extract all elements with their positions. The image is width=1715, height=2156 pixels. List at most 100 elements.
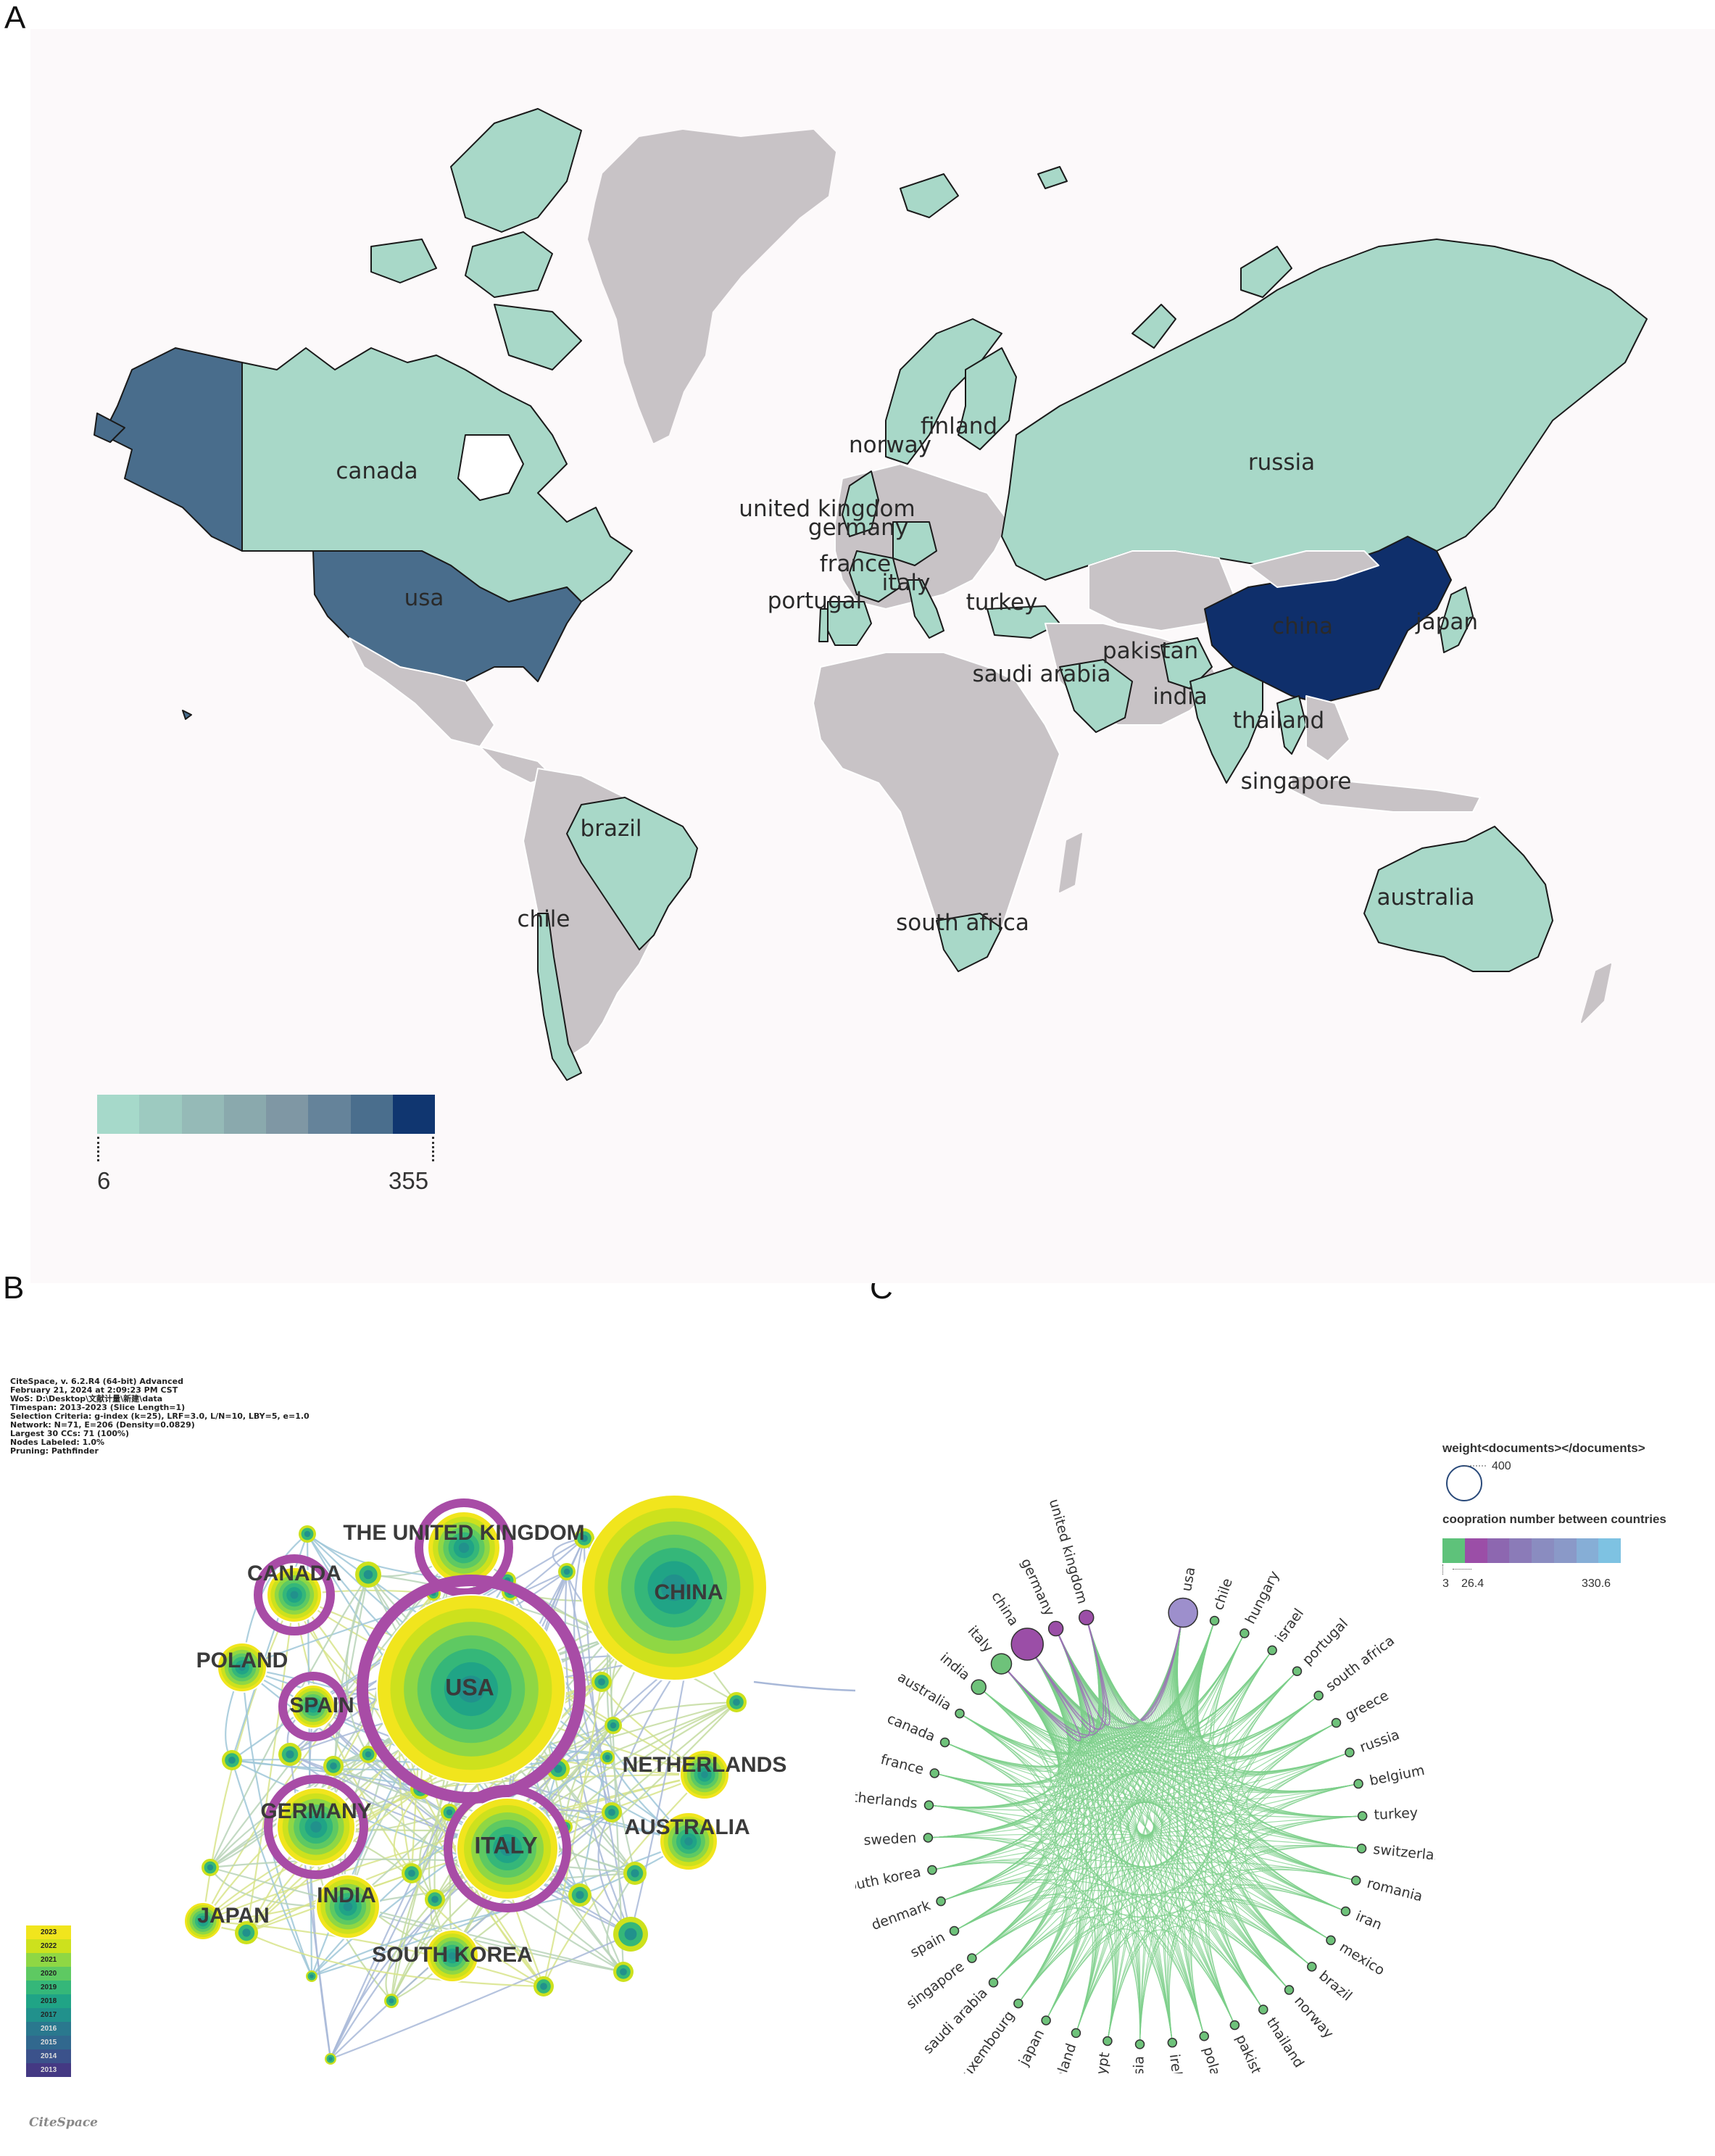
hudson-bay [457,434,524,501]
chord-edge [1188,1910,1313,2036]
map-label-canada: canada [336,458,418,484]
chord-label: belgium [1368,1762,1426,1789]
chord-label: usa [1179,1566,1198,1593]
country-chile [537,913,582,1081]
chord-label: israel [1272,1606,1307,1646]
node-canada-label: CANADA [247,1562,341,1585]
chord-label: india [937,1650,973,1684]
chord-edge [934,1773,1042,1902]
chord-node [1357,1811,1368,1821]
chord-node [1356,1844,1367,1854]
node-uk [415,1498,513,1597]
network-edge [332,1574,370,1767]
network-edge [245,1594,296,1933]
chord-node [1284,1985,1295,1995]
network-minor-node [574,1528,594,1548]
country-italy [907,579,944,639]
legend-tick-max [432,1137,434,1161]
node-china-label: CHINA [655,1580,723,1604]
citespace-info-line: February 21, 2024 at 2:09:23 PM CST [10,1385,178,1395]
legend-swatch [181,1095,224,1134]
legend-swatch [266,1095,309,1134]
chord-node [1168,1597,1198,1628]
map-label-australia: australia [1376,884,1475,911]
legend-swatch [223,1095,266,1134]
chord-edge [1086,1617,1205,2036]
chord-node [1010,1628,1044,1661]
network-edge [565,1701,737,1828]
node-india [315,1874,381,1939]
network-minor-node [726,1692,747,1712]
network-minor-node [425,1889,445,1910]
chord-label: pakistan [1232,2032,1271,2073]
chord-label: japan [1016,2027,1047,2069]
map-label-finland: finland [920,413,998,439]
chord-node [923,1833,934,1843]
node-japan-label: JAPAN [197,1904,269,1928]
year-legend-item: 2016 [26,2022,71,2036]
chord-edge [1086,1617,1332,1941]
network-edge [209,1574,369,1868]
coop-swatch [1598,1538,1621,1563]
weight-legend-circle [1446,1465,1486,1501]
coop-swatch [1509,1538,1532,1563]
weight-legend-value: 400 [1492,1460,1511,1472]
map-label-india: india [1153,684,1208,710]
chord-node [1041,2015,1051,2026]
chord-node [1345,1747,1355,1758]
network-minor-node [278,1743,302,1766]
year-color-legend: 2023 2022 2021 2020 2019 2018 2017 2016 2015 2014… [26,1925,71,2077]
coop-swatch [1464,1538,1487,1563]
network-edge [385,1899,436,2002]
map-label-thailand: thailand [1232,708,1325,734]
map-label-chile: chile [517,906,570,932]
node-usa [357,1575,586,1804]
citespace-info-line: Timespan: 2013-2023 (Slice Length=1) [10,1403,186,1412]
map-label-japan: japan [1416,609,1478,635]
network-minor-node [605,1717,622,1734]
network-minor-node [202,1859,219,1876]
network-minor-node [384,1994,399,2008]
country-mongolia [1247,550,1379,588]
network-minor-node [558,1563,576,1580]
chord-label: united kingdom [1046,1497,1091,1606]
chord-node [1350,1875,1361,1886]
region-indonesia [1291,775,1481,813]
chord-node [1331,1717,1342,1728]
year-legend-item: 2015 [26,2036,71,2049]
legend-min-label: 6 [97,1167,111,1194]
chord-label: italy [965,1623,997,1656]
node-australia [659,1812,718,1871]
year-legend-item: 2017 [26,2008,71,2022]
legend-swatch [350,1095,393,1134]
country-thailand [1276,695,1307,755]
chord-label: singapore [903,1959,967,2012]
chord-node [1013,1998,1023,2009]
coop-tick-min: 3 [1442,1577,1449,1590]
chord-edge [1176,1620,1216,2036]
coop-color-ramp [1442,1538,1621,1563]
chord-label: south korea [855,1864,922,1896]
chord-edge [1086,1617,1313,1968]
network-minor-node [600,1750,615,1765]
network-edge [390,1812,450,2002]
network-minor-node [568,1883,591,1907]
chord-edge [978,1663,1069,1752]
chord-edge [931,1741,1042,1871]
country-canada-arctic-4 [494,304,582,370]
chord-label: norway [1291,1993,1337,2041]
coop-swatch [1487,1538,1510,1563]
node-germany-label: GERMANY [260,1799,371,1823]
map-label-pakistan: pakistan [1102,638,1199,664]
panel-label-a: A [4,0,26,36]
node-canada [254,1554,335,1635]
weight-legend-title: weight<documents></documents> [1442,1441,1645,1455]
map-label-united-kingdom: united kingdom [739,496,915,522]
coop-legend-title: coopration number between countries [1442,1512,1666,1526]
network-edge [347,1905,624,1973]
country-portugal [818,608,829,642]
coop-swatch [1442,1538,1465,1563]
chord-legend: weight<documents></documents> 400 coopra… [1442,1441,1703,1592]
node-netherlands-label: NETHERLANDS [623,1753,787,1777]
legend-tick-min [97,1137,99,1161]
